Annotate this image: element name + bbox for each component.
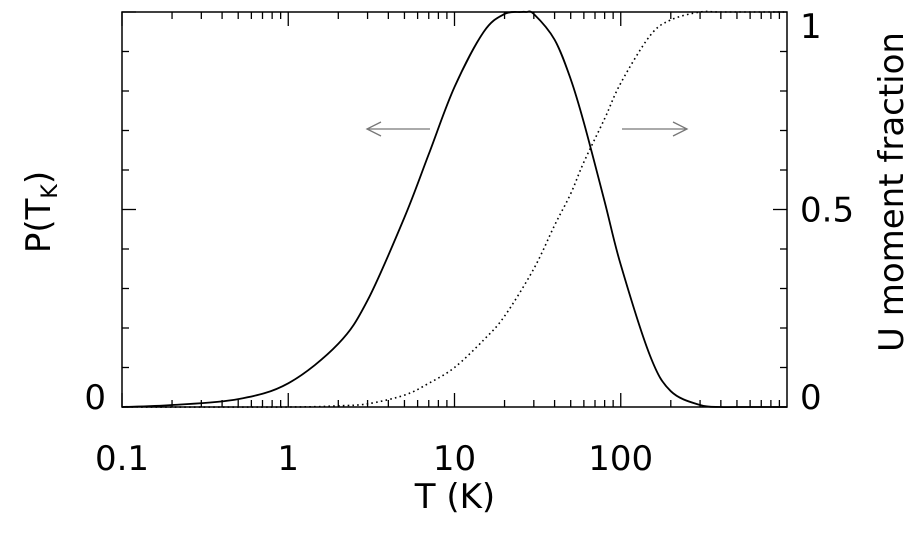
arrow-left-head [365, 121, 382, 137]
y-axis-label-right: U moment fraction [872, 32, 912, 352]
tick-labels: 0.1 1 10 100 0 0 0.5 1 [84, 7, 854, 479]
axis-arrows [365, 121, 689, 137]
plot-frame [121, 11, 788, 408]
y-axis-label-left: P(TK) [19, 171, 63, 253]
y-axis-label-left-close: ) [19, 171, 59, 184]
y-right-tick-label: 0.5 [800, 191, 854, 231]
axis-ticks [121, 11, 787, 408]
x-axis-label: T (K) [414, 477, 495, 517]
series-layer [121, 10, 787, 409]
y-axis-label-left-sub: K [38, 184, 63, 199]
x-tick-label: 100 [588, 439, 653, 479]
y-left-tick-label: 0 [84, 378, 106, 418]
x-tick-label: 1 [277, 439, 299, 479]
series-line-dotted [121, 10, 787, 408]
arrow-right-head [672, 121, 689, 137]
x-tick-label: 10 [433, 439, 476, 479]
y-right-tick-label: 1 [800, 7, 822, 47]
series-line-solid [121, 10, 787, 409]
x-tick-label: 0.1 [95, 439, 149, 479]
y-right-tick-label: 0 [800, 378, 822, 418]
y-axis-label-left-main: P(T [19, 198, 59, 253]
